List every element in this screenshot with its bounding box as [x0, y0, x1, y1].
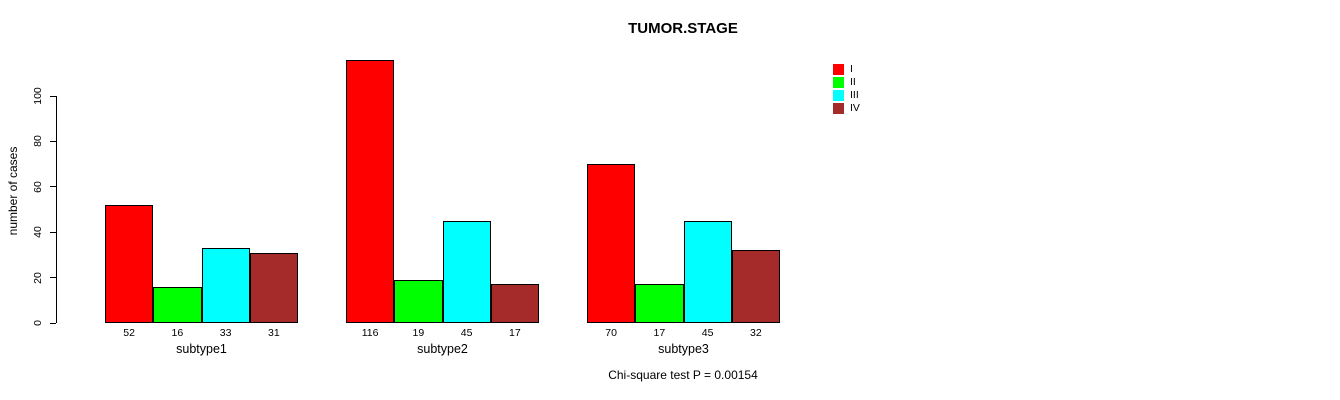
- y-axis-tick-label: 20: [32, 271, 44, 284]
- y-axis-tick: [50, 140, 56, 142]
- bar-subtype1-stage-III: [201, 248, 250, 323]
- category-label-subtype1: subtype1: [176, 342, 227, 356]
- legend-swatch-II: [833, 76, 844, 88]
- y-axis-tick-label: 100: [32, 87, 44, 105]
- legend-swatch-I: [833, 63, 844, 75]
- y-axis-line: [56, 96, 57, 323]
- bar-value-label: 52: [123, 327, 135, 339]
- bar-value-label: 32: [750, 327, 762, 339]
- y-axis-tick-label: 40: [32, 226, 44, 239]
- bar-value-label: 19: [412, 327, 425, 339]
- bar-subtype3-stage-IV: [731, 250, 780, 323]
- bar-value-label: 31: [268, 327, 280, 339]
- bar-subtype1-stage-I: [105, 204, 154, 323]
- y-axis-tick-label: 0: [32, 320, 44, 326]
- category-label-subtype2: subtype2: [417, 342, 468, 356]
- bar-value-label: 17: [653, 327, 666, 339]
- bar-value-label: 70: [605, 327, 617, 339]
- legend-label: I: [850, 62, 853, 75]
- legend-swatch-III: [833, 89, 844, 101]
- category-label-subtype3: subtype3: [658, 342, 709, 356]
- bar-subtype2-stage-IV: [490, 284, 539, 323]
- bar-value-label: 17: [509, 327, 521, 339]
- bar-subtype2-stage-II: [394, 279, 443, 323]
- chart-title: TUMOR.STAGE: [628, 20, 738, 37]
- chi-square-annotation: Chi-square test P = 0.00154: [608, 368, 758, 382]
- legend-label: IV: [850, 101, 860, 114]
- legend-item-III: III: [833, 89, 860, 101]
- legend-label: III: [850, 88, 859, 101]
- legend-item-I: I: [833, 63, 860, 75]
- bar-value-label: 45: [460, 327, 473, 339]
- bar-subtype2-stage-III: [442, 220, 491, 323]
- legend-item-IV: IV: [833, 102, 860, 114]
- legend-swatch-IV: [833, 102, 844, 114]
- legend-item-II: II: [833, 76, 860, 88]
- bar-value-label: 33: [219, 327, 232, 339]
- bar-value-label: 45: [701, 327, 714, 339]
- y-axis-tick: [50, 186, 56, 188]
- y-axis-tick: [50, 322, 56, 324]
- bar-subtype3-stage-III: [683, 220, 732, 323]
- y-axis-tick-label: 80: [32, 135, 44, 148]
- legend: I II III IV: [833, 63, 860, 115]
- bar-subtype1-stage-II: [153, 286, 202, 323]
- y-axis-title: number of cases: [6, 146, 20, 236]
- legend-label: II: [850, 75, 856, 88]
- y-axis-tick: [50, 231, 56, 233]
- y-axis-tick: [50, 95, 56, 97]
- bar-subtype1-stage-IV: [249, 252, 298, 323]
- bar-value-label: 116: [361, 327, 379, 339]
- y-axis-tick: [50, 277, 56, 279]
- bar-subtype2-stage-I: [346, 59, 395, 323]
- bar-subtype3-stage-II: [635, 284, 684, 323]
- bar-subtype3-stage-I: [587, 164, 636, 323]
- bar-value-label: 16: [171, 327, 184, 339]
- y-axis-tick-label: 60: [32, 180, 44, 193]
